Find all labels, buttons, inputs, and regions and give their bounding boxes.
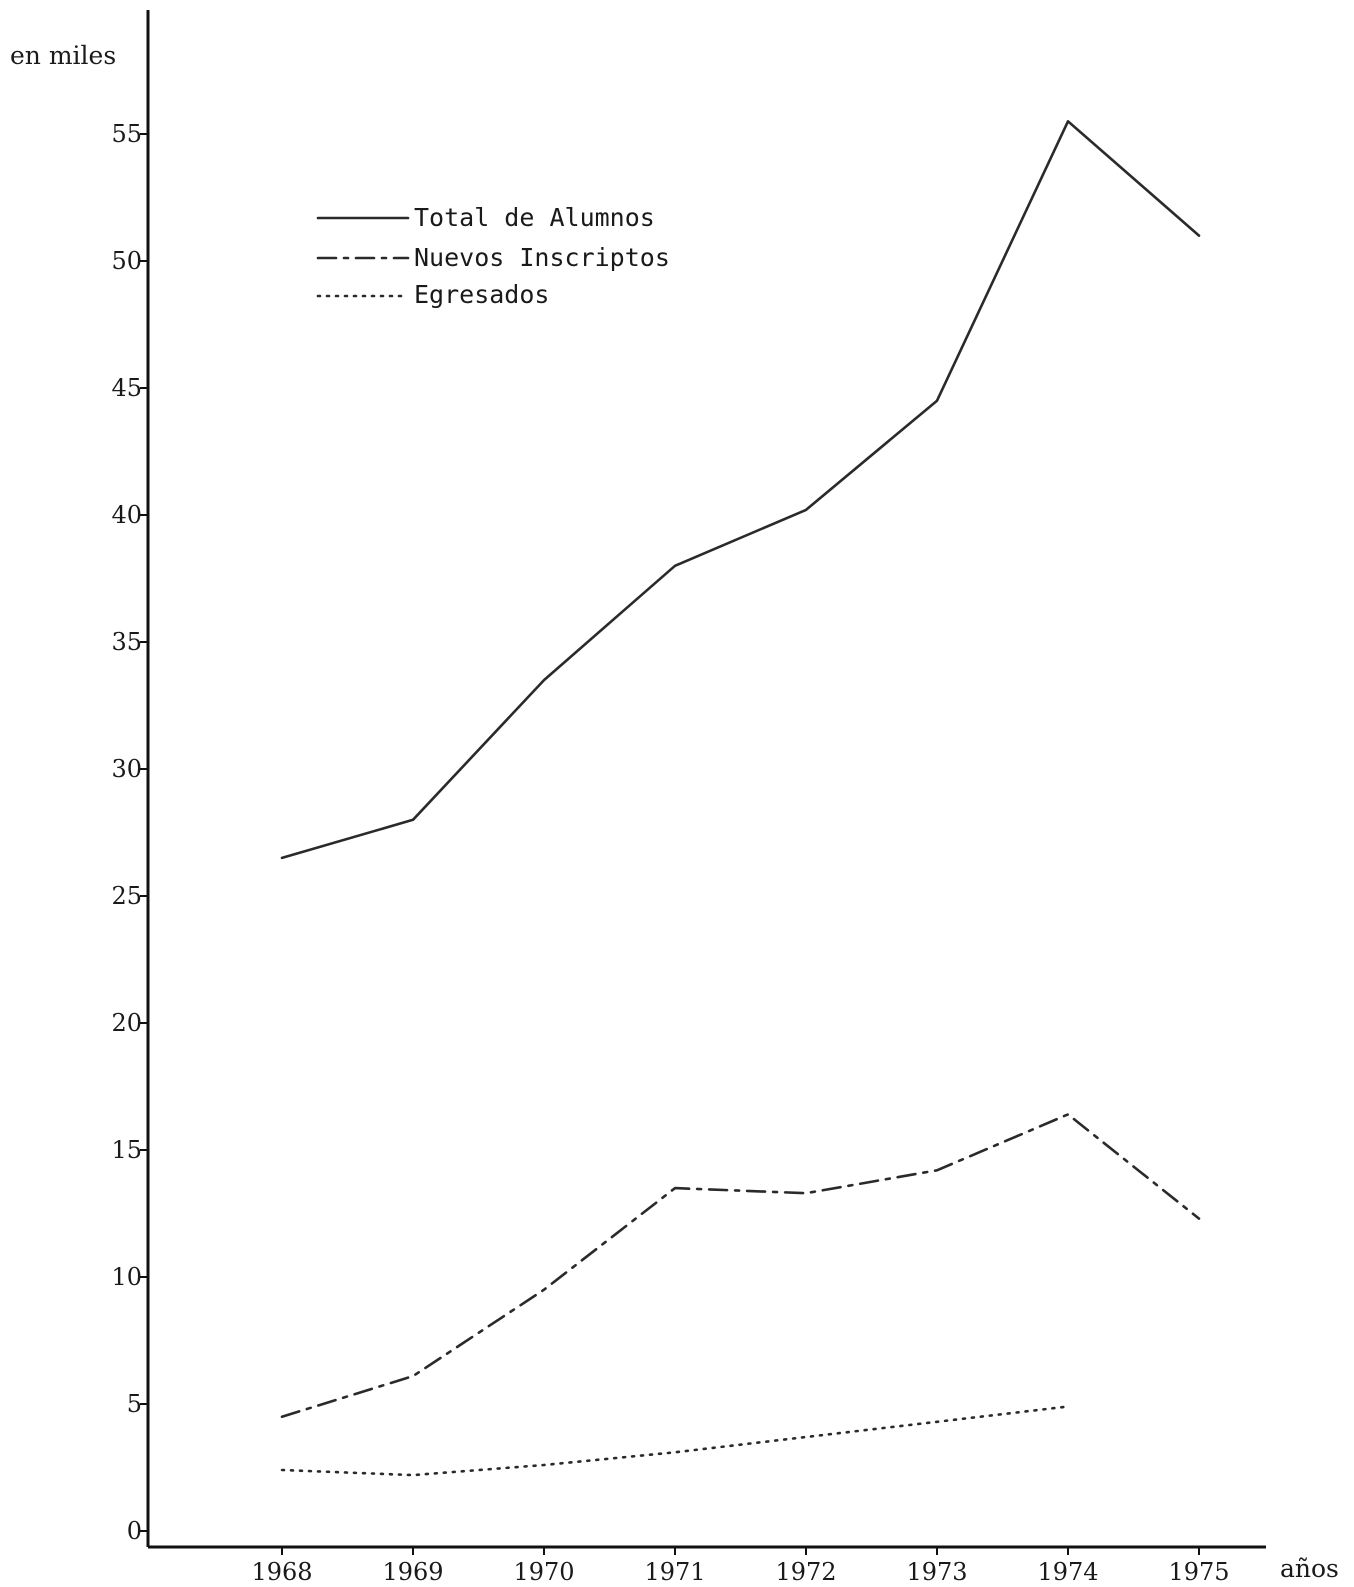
y-tick-label-5: 5 [127,1390,142,1418]
y-ticks: 0 5 10 15 20 25 30 35 40 45 50 55 [111,120,148,1545]
y-tick-label-55: 55 [111,120,142,148]
axes [146,10,1266,1549]
x-tick-label-1971: 1971 [644,1558,705,1586]
series-group [280,120,1201,1477]
y-tick-label-40: 40 [111,501,142,529]
y-tick-label-0: 0 [127,1517,142,1545]
legend-entry-egresados: Egresados [414,280,549,309]
y-tick-label-10: 10 [111,1263,142,1291]
y-tick-label-25: 25 [111,882,142,910]
series-line-nuevos-inscriptos [280,1113,1201,1418]
x-tick-label-1970: 1970 [513,1558,574,1586]
legend-entry-total-de-alumnos: Total de Alumnos [414,203,655,232]
x-axis-label: años [1280,1554,1339,1583]
y-tick-label-15: 15 [111,1136,142,1164]
series-line-egresados [280,1405,1070,1477]
x-tick-label-1975: 1975 [1168,1558,1229,1586]
y-tick-label-20: 20 [111,1009,142,1037]
y-tick-label-30: 30 [111,755,142,783]
x-tick-label-1974: 1974 [1037,1558,1098,1586]
x-ticks: 1968 1969 1970 1971 1972 1973 1974 1975 [251,1547,1230,1586]
y-tick-label-45: 45 [111,374,142,402]
x-tick-label-1973: 1973 [906,1558,967,1586]
y-axis-label: en miles [10,41,116,70]
legend-entry-nuevos-inscriptos: Nuevos Inscriptos [414,243,670,272]
x-tick-label-1968: 1968 [251,1558,312,1586]
x-tick-label-1969: 1969 [382,1558,443,1586]
series-line-total-de-alumnos [280,120,1201,860]
legend: Total de Alumnos Nuevos Inscriptos Egres… [316,203,670,309]
y-tick-label-35: 35 [111,628,142,656]
x-tick-label-1972: 1972 [775,1558,836,1586]
y-tick-label-50: 50 [111,247,142,275]
